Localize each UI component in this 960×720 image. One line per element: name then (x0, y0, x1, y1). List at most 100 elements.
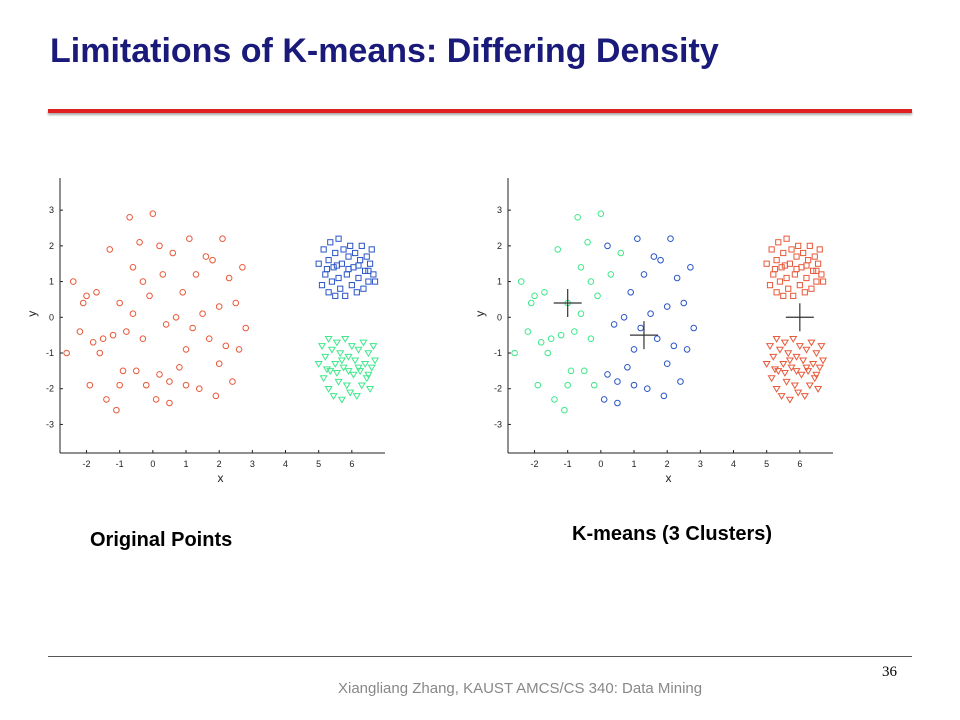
data-point (767, 375, 776, 383)
y-tick-label: -2 (494, 384, 502, 394)
data-point (152, 396, 160, 403)
data-point (600, 396, 608, 403)
data-point (771, 265, 779, 273)
data-point (202, 253, 210, 260)
y-tick-label: 0 (497, 312, 502, 322)
x-tick-label: 0 (598, 459, 603, 469)
data-point (354, 364, 363, 372)
y-tick-label: 1 (49, 277, 54, 287)
data-point (322, 366, 332, 374)
data-point (667, 235, 674, 243)
data-point (810, 267, 817, 274)
data-point (590, 381, 598, 389)
data-point (811, 253, 818, 260)
data-point (366, 260, 374, 267)
data-point (347, 343, 356, 351)
x-tick-label: 2 (217, 459, 222, 469)
data-point (640, 271, 648, 278)
data-point (332, 369, 341, 377)
data-point (597, 210, 605, 218)
data-point (363, 253, 370, 260)
data-point (816, 246, 823, 253)
data-point (345, 253, 352, 260)
data-point (770, 366, 780, 374)
data-point (129, 263, 137, 271)
data-point (789, 336, 798, 343)
x-tick-label: 3 (250, 459, 255, 469)
data-point (680, 299, 688, 307)
x-tick-label: 1 (632, 459, 637, 469)
data-point (587, 278, 595, 285)
data-point (818, 357, 828, 365)
data-point (587, 335, 595, 343)
data-point (777, 393, 786, 401)
data-point (798, 264, 805, 271)
data-point (773, 257, 780, 264)
data-point (775, 346, 785, 354)
data-point (614, 378, 621, 385)
data-point (630, 346, 638, 353)
data-point (577, 310, 585, 318)
data-point (768, 246, 775, 253)
data-point (511, 349, 518, 357)
data-point (794, 389, 803, 397)
data-point (349, 371, 358, 379)
data-point (564, 381, 571, 389)
footer-divider (48, 656, 912, 657)
y-tick-label: 3 (497, 205, 502, 215)
data-point (604, 242, 611, 250)
data-point (319, 375, 328, 383)
data-point (159, 271, 167, 278)
data-point (783, 235, 790, 242)
data-point (557, 331, 565, 339)
data-point (527, 299, 535, 307)
data-point (63, 349, 70, 357)
original-points-scatter-plot: -2 -1 0 1 2 3 4 5 6 3 2 1 0 -1 -2 -3 x y (25, 178, 385, 485)
data-point (812, 371, 821, 379)
data-point (687, 263, 694, 271)
data-point (338, 260, 345, 267)
data-point (792, 368, 801, 376)
data-point (195, 385, 203, 393)
data-point (342, 292, 349, 299)
data-point (350, 264, 357, 271)
y-tick-label: -1 (494, 348, 502, 358)
data-point (342, 382, 351, 390)
data-point (783, 274, 790, 282)
data-point (369, 343, 378, 351)
original-points-caption: Original Points (90, 529, 233, 551)
y-tick-label: -3 (46, 419, 54, 429)
data-point (89, 338, 97, 346)
x-axis-label: x (666, 471, 672, 485)
data-point (554, 246, 562, 253)
data-point (225, 274, 233, 282)
data-point (176, 363, 183, 371)
data-point (762, 361, 771, 368)
data-point (345, 265, 352, 273)
data-point (113, 406, 120, 414)
data-point (162, 321, 170, 328)
data-point (784, 350, 793, 358)
data-point (813, 386, 823, 393)
data-point (132, 367, 140, 375)
x-tick-label: 4 (731, 459, 736, 469)
data-point (537, 338, 545, 346)
data-point (370, 357, 380, 365)
data-point (763, 260, 770, 267)
data-point (189, 324, 196, 332)
data-point (800, 393, 809, 401)
data-point (793, 253, 800, 260)
data-point (805, 382, 814, 390)
data-point (146, 292, 153, 300)
data-point (340, 246, 347, 253)
data-point (660, 392, 668, 400)
data-point (813, 267, 820, 274)
data-point (357, 257, 364, 264)
data-point (360, 285, 367, 292)
data-point (803, 274, 810, 282)
x-tick-label: -1 (564, 459, 572, 469)
data-point (817, 343, 826, 351)
data-point (149, 210, 157, 218)
data-point (199, 310, 206, 318)
data-point (793, 265, 800, 273)
